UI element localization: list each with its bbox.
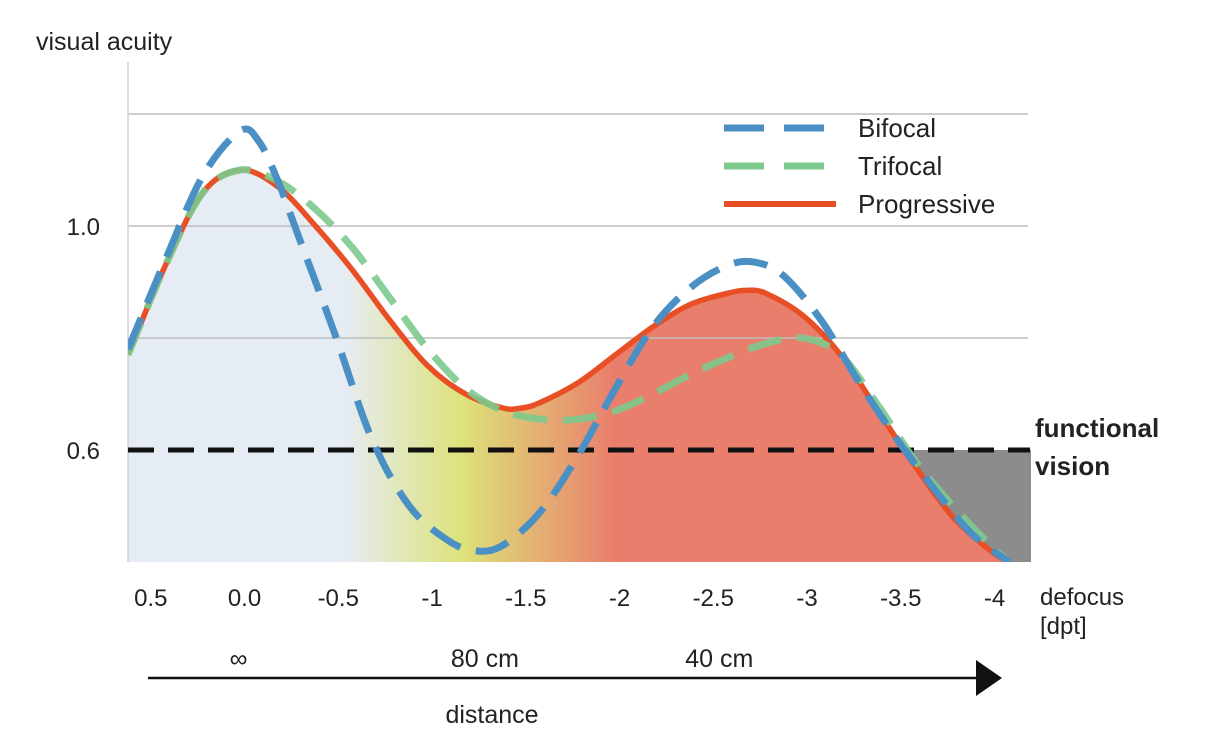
x-tick-labels: 0.5 0.0 -0.5 -1 -1.5 -2 -2.5 -3 -3.5 -4 — [134, 585, 1005, 612]
legend: Bifocal Trifocal Progressive — [724, 113, 995, 219]
x-tick-label: -0.5 — [318, 585, 359, 612]
x-axis-label-line-1: defocus — [1040, 584, 1124, 611]
x-tick-label: -3.5 — [880, 585, 921, 612]
x-tick-label: -3 — [796, 585, 817, 612]
distance-mark-label: 80 cm — [451, 645, 519, 673]
y-axis-label: visual acuity — [36, 28, 173, 56]
x-tick-label: -1.5 — [505, 585, 546, 612]
distance-arrow-head — [976, 660, 1002, 696]
distance-label: distance — [445, 701, 538, 729]
gridlines — [128, 113, 1028, 339]
x-tick-label: 0.5 — [134, 585, 167, 612]
y-tick-labels: 0.6 1.0 — [67, 214, 100, 465]
series-line-bifocal — [128, 125, 1012, 562]
x-tick-label: -2.5 — [693, 585, 734, 612]
distance-mark-label: 40 cm — [685, 645, 753, 673]
legend-label-bifocal: Bifocal — [858, 113, 936, 143]
legend-label-trifocal: Trifocal — [858, 151, 942, 181]
x-axis-label-line-2: [dpt] — [1040, 613, 1087, 640]
y-tick-label: 1.0 — [67, 214, 100, 241]
functional-vision-label-line-2: vision — [1035, 451, 1110, 481]
functional-vision-label-line-1: functional — [1035, 413, 1159, 443]
x-tick-label: -2 — [609, 585, 630, 612]
functional-vision-label: functional vision — [1035, 413, 1166, 481]
x-tick-label: 0.0 — [228, 585, 261, 612]
x-axis-label: defocus [dpt] — [1040, 584, 1131, 640]
distance-axis: distance ∞ 80 cm 40 cm — [148, 645, 1002, 729]
distance-mark-label: ∞ — [230, 645, 248, 673]
background-regions — [128, 169, 1031, 562]
x-tick-label: -1 — [421, 585, 442, 612]
legend-label-progressive: Progressive — [858, 189, 995, 219]
progressive-area-fill — [128, 169, 1010, 562]
y-tick-label: 0.6 — [67, 438, 100, 465]
series-lines — [128, 125, 1012, 562]
x-tick-label: -4 — [984, 585, 1005, 612]
